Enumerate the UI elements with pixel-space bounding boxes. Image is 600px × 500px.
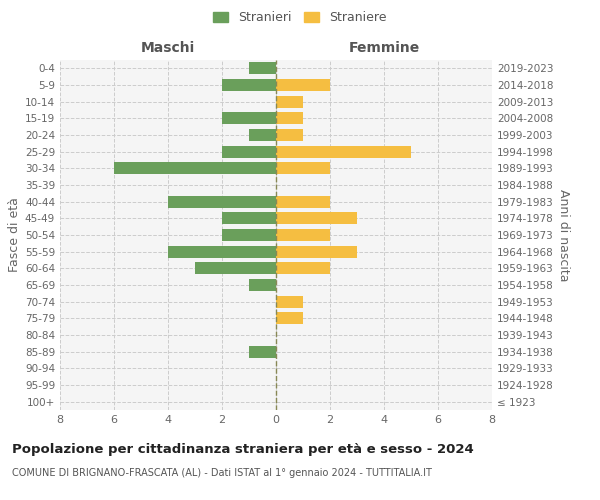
Bar bbox=[249, 279, 276, 291]
Text: Popolazione per cittadinanza straniera per età e sesso - 2024: Popolazione per cittadinanza straniera p… bbox=[12, 442, 474, 456]
Bar bbox=[249, 129, 276, 141]
Bar bbox=[276, 112, 303, 124]
Bar bbox=[222, 229, 276, 241]
Bar bbox=[276, 212, 357, 224]
Bar bbox=[276, 96, 303, 108]
Bar bbox=[249, 346, 276, 358]
Bar bbox=[222, 146, 276, 158]
Text: COMUNE DI BRIGNANO-FRASCATA (AL) - Dati ISTAT al 1° gennaio 2024 - TUTTITALIA.IT: COMUNE DI BRIGNANO-FRASCATA (AL) - Dati … bbox=[12, 468, 432, 477]
Bar bbox=[276, 79, 330, 91]
Legend: Stranieri, Straniere: Stranieri, Straniere bbox=[208, 6, 392, 29]
Bar bbox=[276, 246, 357, 258]
Bar bbox=[276, 162, 330, 174]
Bar bbox=[249, 62, 276, 74]
Bar bbox=[276, 129, 303, 141]
Bar bbox=[276, 312, 303, 324]
Bar bbox=[114, 162, 276, 174]
Text: Maschi: Maschi bbox=[141, 41, 195, 55]
Text: Femmine: Femmine bbox=[349, 41, 419, 55]
Y-axis label: Fasce di età: Fasce di età bbox=[8, 198, 21, 272]
Bar bbox=[168, 196, 276, 207]
Bar bbox=[276, 262, 330, 274]
Bar bbox=[276, 229, 330, 241]
Bar bbox=[222, 79, 276, 91]
Bar bbox=[222, 112, 276, 124]
Bar bbox=[195, 262, 276, 274]
Bar bbox=[276, 296, 303, 308]
Bar bbox=[222, 212, 276, 224]
Bar bbox=[276, 146, 411, 158]
Y-axis label: Anni di nascita: Anni di nascita bbox=[557, 188, 570, 281]
Bar bbox=[276, 196, 330, 207]
Bar bbox=[168, 246, 276, 258]
